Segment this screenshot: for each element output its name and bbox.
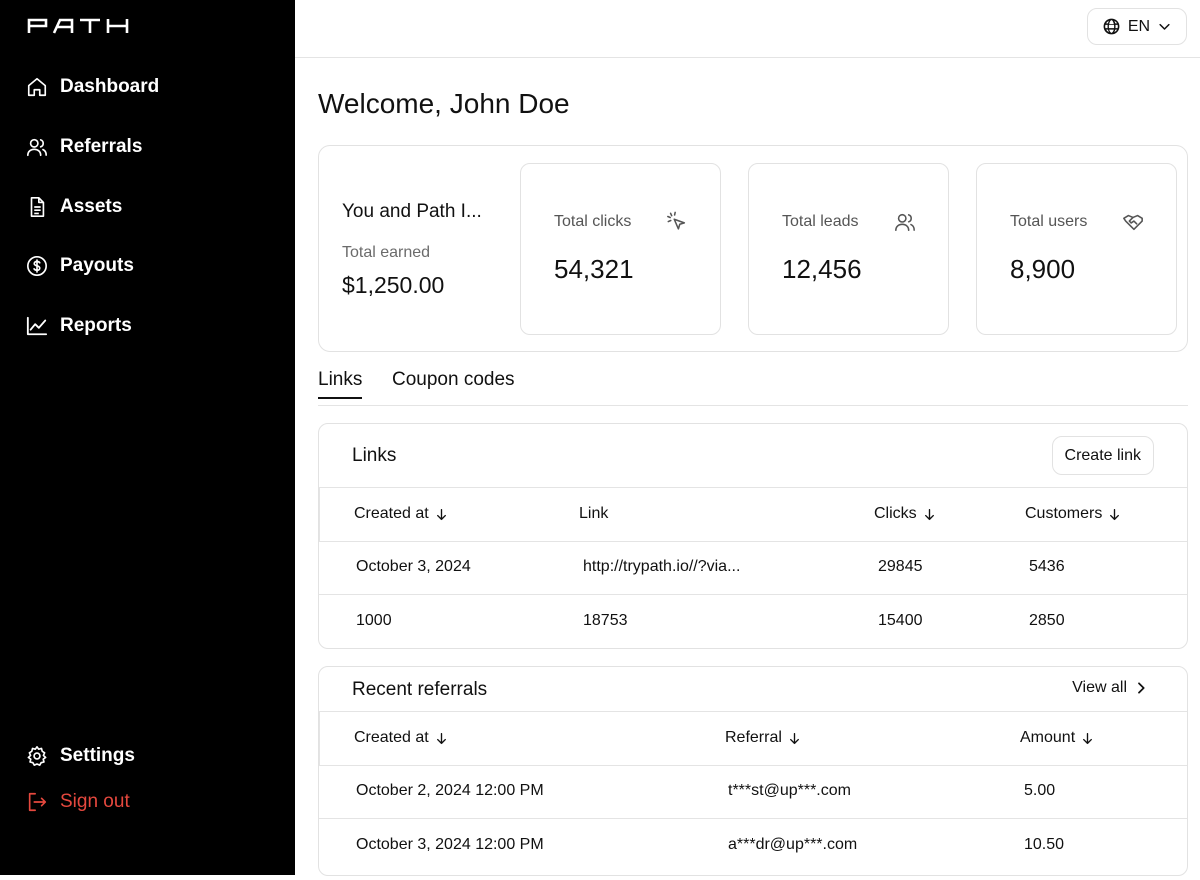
stat-label: Total clicks [554, 213, 632, 230]
links-panel: Links Create link Created at Link Clicks… [318, 423, 1188, 649]
sidebar-item-label: Referrals [60, 136, 143, 157]
cell-created-at: 1000 [356, 612, 392, 629]
table-row[interactable]: October 2, 2024 12:00 PM t***st@up***.co… [319, 765, 1187, 819]
cell-customers: 2850 [1029, 612, 1065, 629]
table-header: Created at Link Clicks Customers [319, 487, 1187, 542]
sidebar-item-label: Assets [60, 196, 123, 217]
view-all-label: View all [1072, 679, 1127, 696]
cursor-click-icon [667, 211, 686, 230]
globe-icon [1103, 18, 1120, 35]
create-link-button[interactable]: Create link [1051, 436, 1154, 475]
cell-link[interactable]: 18753 [583, 612, 628, 629]
tab-bar: Links Coupon codes [318, 366, 1188, 406]
panel-title: Links [352, 445, 397, 466]
sidebar: Dashboard Referrals Assets Payouts Repor… [0, 0, 295, 875]
cell-link[interactable]: http://trypath.io//?via... [583, 558, 741, 575]
stat-card-users: Total users 8,900 [976, 163, 1177, 335]
home-icon [27, 77, 47, 97]
sidebar-item-label: Sign out [60, 791, 130, 812]
stat-value: 54,321 [554, 254, 634, 284]
table-row[interactable]: 1000 18753 15400 2850 [319, 595, 1187, 648]
sidebar-item-signout[interactable]: Sign out [26, 791, 130, 813]
column-header-amount[interactable]: Amount [1020, 729, 1094, 747]
sign-out-icon [28, 792, 47, 812]
arrow-down-icon [1083, 732, 1093, 744]
top-bar: EN [295, 0, 1200, 58]
sidebar-item-reports[interactable]: Reports [26, 315, 132, 337]
table-header: Created at Referral Amount [319, 711, 1187, 766]
table-row[interactable]: October 3, 2024 12:00 PM a***dr@up***.co… [319, 819, 1187, 873]
program-name: You and Path I... [342, 201, 482, 222]
arrow-down-icon [436, 732, 446, 744]
path-logo[interactable] [26, 18, 130, 39]
sidebar-item-assets[interactable]: Assets [26, 196, 122, 218]
stat-card-leads: Total leads 12,456 [748, 163, 949, 335]
stat-value: 8,900 [1010, 254, 1076, 284]
cell-amount: 5.00 [1024, 782, 1056, 799]
stat-label: Total users [1010, 213, 1088, 230]
tab-links[interactable]: Links [318, 369, 363, 399]
handshake-icon [1123, 214, 1143, 231]
view-all-link[interactable]: View all [1072, 679, 1149, 697]
sidebar-item-label: Dashboard [60, 76, 160, 97]
column-header-label: Clicks [874, 505, 917, 522]
column-header-label: Created at [354, 505, 429, 522]
cell-clicks: 15400 [878, 612, 923, 629]
cell-created-at: October 3, 2024 [356, 558, 471, 575]
column-header-label: Amount [1020, 729, 1076, 746]
gear-icon [27, 746, 47, 766]
cell-created-at: October 3, 2024 12:00 PM [356, 836, 544, 853]
column-header-customers[interactable]: Customers [1025, 505, 1121, 523]
dollar-circle-icon [27, 256, 47, 276]
users-icon [27, 138, 47, 157]
cell-referral: t***st@up***.com [728, 782, 851, 799]
total-earned-label: Total earned [342, 244, 431, 261]
column-header-label: Link [579, 505, 609, 522]
stat-value: 12,456 [782, 254, 862, 284]
column-header-label: Created at [354, 729, 429, 746]
stat-card-clicks: Total clicks 54,321 [520, 163, 721, 335]
column-header-label: Referral [725, 729, 782, 746]
panel-title: Recent referrals [352, 679, 488, 700]
sidebar-item-label: Payouts [60, 255, 134, 276]
cell-clicks: 29845 [878, 558, 923, 575]
column-header-label: Customers [1025, 505, 1103, 522]
cell-customers: 5436 [1029, 558, 1065, 575]
chevron-right-icon [1138, 682, 1145, 694]
sidebar-item-dashboard[interactable]: Dashboard [26, 76, 159, 98]
sidebar-item-referrals[interactable]: Referrals [26, 136, 142, 158]
recent-referrals-panel: Recent referrals View all Created at Ref… [318, 666, 1188, 876]
language-label: EN [1127, 17, 1151, 35]
cell-created-at: October 2, 2024 12:00 PM [356, 782, 544, 799]
total-earned-value: $1,250.00 [342, 272, 445, 298]
column-header-referral[interactable]: Referral [725, 729, 801, 747]
column-header-created-at[interactable]: Created at [354, 505, 448, 523]
chart-line-icon [26, 316, 48, 336]
table-row[interactable]: October 3, 2024 http://trypath.io//?via.… [319, 541, 1187, 595]
arrow-down-icon [924, 508, 934, 520]
document-icon [30, 197, 45, 217]
arrow-down-icon [789, 732, 799, 744]
stat-label: Total leads [782, 213, 859, 230]
column-header-clicks[interactable]: Clicks [874, 505, 936, 523]
language-selector[interactable]: EN [1087, 8, 1187, 45]
column-header-created-at[interactable]: Created at [354, 729, 448, 747]
column-header-link: Link [579, 505, 608, 523]
sidebar-item-label: Settings [60, 745, 135, 766]
cell-referral: a***dr@up***.com [728, 836, 858, 853]
users-icon [895, 213, 915, 232]
sidebar-item-settings[interactable]: Settings [26, 745, 135, 767]
cell-amount: 10.50 [1024, 836, 1065, 853]
chevron-down-icon [1159, 23, 1170, 30]
arrow-down-icon [1110, 508, 1120, 520]
stats-panel: You and Path I... Total earned $1,250.00… [318, 145, 1188, 352]
sidebar-item-label: Reports [60, 315, 132, 336]
sidebar-item-payouts[interactable]: Payouts [26, 255, 134, 277]
page-title: Welcome, John Doe [318, 88, 570, 119]
tab-coupon-codes[interactable]: Coupon codes [392, 369, 515, 390]
arrow-down-icon [436, 508, 446, 520]
